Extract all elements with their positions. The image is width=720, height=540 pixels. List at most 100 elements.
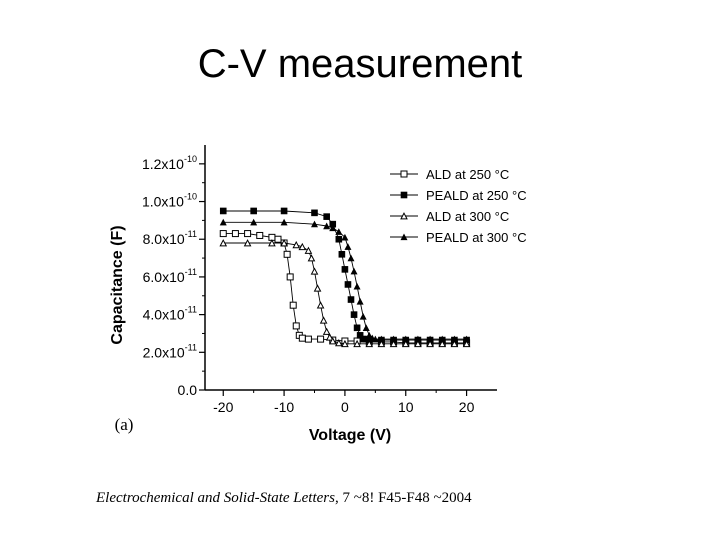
series-3-point — [438, 339, 447, 348]
x-tick-label: -10 — [274, 399, 294, 415]
series-4-point — [356, 297, 364, 305]
x-tick-label: 20 — [459, 399, 475, 415]
series-3-point — [268, 239, 276, 247]
series-4-point — [280, 218, 288, 226]
series-4-point — [350, 267, 358, 275]
series-4-point — [359, 313, 367, 320]
series-3-point — [280, 239, 288, 247]
series-1-point — [304, 335, 312, 343]
y-tick-label: 8.0x10-11 — [143, 229, 197, 247]
legend-marker-4 — [400, 233, 408, 241]
series-2-point — [323, 213, 330, 220]
series-2-point — [341, 266, 349, 273]
series-3-point — [414, 339, 422, 348]
legend-marker-2 — [400, 191, 408, 199]
series-3-point — [341, 339, 349, 348]
series-3-point — [426, 339, 434, 348]
series-3-point — [328, 337, 337, 345]
series-3-point — [462, 339, 471, 348]
x-tick-label: 0 — [341, 399, 349, 415]
series-3-point — [307, 254, 316, 262]
y-tick-label: 6.0x10-11 — [143, 267, 197, 285]
series-3-point — [292, 240, 301, 249]
series-3-point — [401, 339, 410, 348]
slide-title: C-V measurement — [197, 42, 523, 86]
legend-label-2: PEALD at 250 °C — [426, 188, 527, 203]
y-tick-label: 1.0x10-10 — [142, 192, 197, 210]
series-2-point — [338, 251, 346, 258]
series-4-point — [311, 220, 318, 228]
series-2-point — [350, 311, 358, 318]
series-4-point — [377, 335, 385, 343]
series-4-point — [426, 335, 434, 343]
series-3-point — [319, 316, 328, 324]
series-4-point — [450, 335, 458, 343]
series-3-point — [450, 339, 459, 348]
series-2-point — [250, 207, 257, 215]
series-3-point — [377, 339, 386, 348]
x-axis-label: Voltage (V) — [309, 427, 391, 444]
series-1-point — [244, 230, 252, 238]
series-1-point — [286, 273, 294, 281]
series-4-point — [323, 222, 331, 230]
series-3-point — [304, 246, 313, 254]
series-2-point — [219, 207, 227, 215]
series-4-point — [365, 331, 373, 339]
series-1-point — [289, 301, 297, 309]
series-3-line — [223, 242, 467, 345]
series-3-point — [219, 239, 228, 247]
series-4-point — [347, 254, 355, 262]
panel-label: (a) — [115, 415, 134, 434]
series-3-point — [335, 338, 343, 347]
series-4-point — [219, 218, 227, 226]
series-3-point — [322, 327, 331, 335]
series-2-point — [280, 207, 288, 215]
series-4-point — [344, 243, 352, 250]
series-1-point — [231, 230, 239, 238]
citation: Electrochemical and Solid-State Letters,… — [96, 490, 472, 507]
y-tick-label: 0.0 — [178, 382, 198, 398]
series-1-point — [317, 335, 325, 343]
series-1-line — [223, 233, 467, 344]
series-4-point — [438, 335, 446, 343]
series-1-point — [292, 322, 300, 330]
legend-label-4: PEALD at 300 °C — [426, 230, 527, 245]
series-3-point — [313, 284, 322, 292]
series-1-point — [256, 231, 264, 239]
legend-marker-3 — [400, 212, 408, 220]
series-1-point — [298, 334, 306, 342]
x-tick-label: -20 — [213, 399, 233, 415]
series-3-point — [389, 339, 398, 348]
series-1-point — [283, 250, 291, 258]
series-3-point — [316, 301, 325, 309]
y-tick-label: 2.0x10-11 — [143, 342, 197, 360]
series-3 — [219, 239, 471, 348]
series-3-point — [298, 242, 307, 251]
series-4 — [219, 218, 471, 343]
series-3-point — [365, 339, 374, 348]
series-1-point — [219, 230, 227, 238]
y-axis-label: Capacitance (F) — [109, 225, 126, 344]
legend-label-3: ALD at 300 °C — [426, 209, 509, 224]
series-1-point — [274, 235, 282, 243]
series-4-point — [362, 324, 370, 331]
series-2-point — [344, 281, 352, 288]
series-4-point — [390, 335, 398, 343]
series-4-point — [335, 228, 343, 235]
citation-journal: Electrochemical and Solid-State Letters — [96, 490, 335, 506]
series-3-point — [310, 267, 319, 275]
series-4-point — [250, 218, 258, 226]
series-2-point — [311, 209, 318, 217]
x-tick-label: 10 — [398, 399, 414, 415]
series-4-point — [341, 233, 349, 241]
y-tick-label: 4.0x10-11 — [143, 305, 197, 323]
series-3-point — [353, 339, 361, 348]
series-1 — [219, 230, 471, 347]
series-4-point — [353, 282, 361, 290]
series-4-point — [402, 335, 410, 343]
legend-label-1: ALD at 250 °C — [426, 167, 509, 182]
series-4-point — [329, 224, 337, 232]
series-4-point — [371, 335, 379, 343]
series-4-point — [414, 335, 422, 343]
legend-marker-1 — [400, 170, 408, 178]
